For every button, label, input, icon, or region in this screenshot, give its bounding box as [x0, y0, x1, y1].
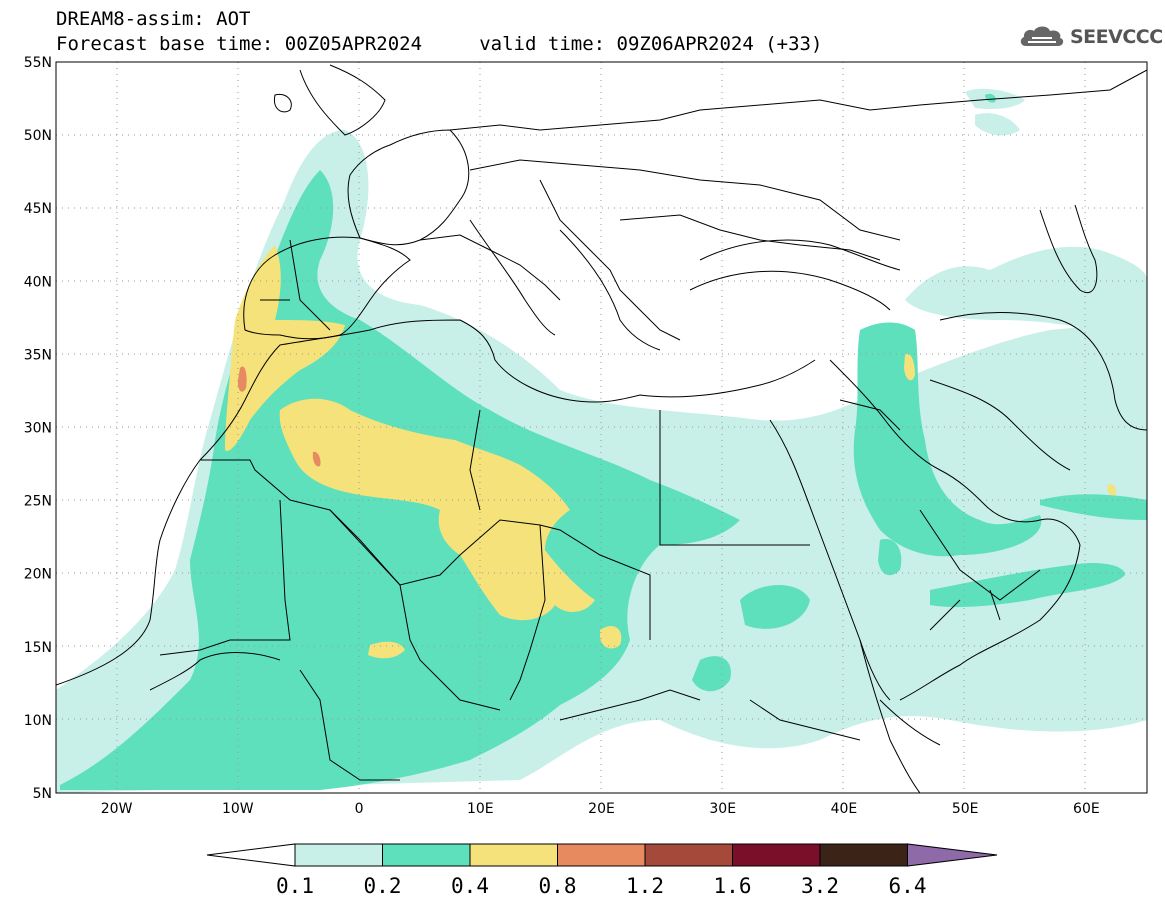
colorbar-tick-label: 3.2 [801, 874, 839, 898]
colorbar-tick-label: 0.4 [451, 874, 489, 898]
colorbar-tick-label: 6.4 [889, 874, 927, 898]
colorbar: 0.1 0.2 0.4 0.8 1.2 1.6 3.2 6.4 [206, 843, 998, 898]
lon-label: 40E [831, 801, 858, 817]
lat-label: 15N [24, 640, 52, 656]
lat-label: 10N [24, 713, 52, 729]
longitude-labels: 20W 10W 0 10E 20E 30E 40E 50E 60E [101, 801, 1100, 817]
lat-label: 35N [24, 347, 52, 363]
forecast-time-subtitle: Forecast base time: 00Z05APR2024 valid t… [56, 33, 823, 55]
lat-label: 50N [24, 128, 52, 144]
colorbar-swatch [644, 843, 733, 867]
colorbar-swatch [294, 843, 383, 867]
lon-label: 50E [952, 801, 979, 817]
colorbar-high-arrow [907, 843, 998, 867]
colorbar-tick-label: 1.2 [626, 874, 664, 898]
colorbar-swatch [382, 843, 471, 867]
colorbar-tick-label: 0.1 [276, 874, 314, 898]
lat-label: 30N [24, 421, 52, 437]
lon-label: 20W [101, 801, 133, 817]
colorbar-tick-label: 1.6 [714, 874, 752, 898]
lat-label: 40N [24, 274, 52, 290]
lat-label: 55N [24, 55, 52, 71]
lon-label: 10W [222, 801, 254, 817]
cloud-icon [1020, 26, 1064, 46]
logo-text: SEEVCCC [1070, 26, 1163, 48]
lon-label: 10E [467, 801, 494, 817]
lat-label: 5N [33, 786, 52, 802]
lat-label: 20N [24, 567, 52, 583]
colorbar-low-arrow [206, 843, 296, 867]
lon-label: 60E [1073, 801, 1100, 817]
aot-field-0-4 [225, 245, 1116, 659]
lon-label: 30E [709, 801, 736, 817]
seevccc-logo: SEEVCCC [1018, 24, 1163, 50]
map-title: DREAM8-assim: AOT [56, 8, 251, 30]
lat-label: 45N [24, 201, 52, 217]
aot-field [56, 88, 1147, 793]
coastlines-and-borders [56, 64, 1147, 793]
map-frame [55, 61, 1148, 794]
latitude-labels: 55N 50N 45N 40N 35N 30N 25N 20N 15N 10N 5N [24, 55, 52, 802]
lon-label: 0 [355, 801, 364, 817]
lat-label: 25N [24, 494, 52, 510]
aot-field-0-8 [237, 366, 321, 467]
colorbar-swatch [732, 843, 821, 867]
lon-label: 20E [588, 801, 615, 817]
colorbar-tick-label: 0.2 [364, 874, 402, 898]
colorbar-swatch [557, 843, 646, 867]
colorbar-swatch [469, 843, 558, 867]
colorbar-tick-label: 0.8 [539, 874, 577, 898]
colorbar-swatch [819, 843, 908, 867]
